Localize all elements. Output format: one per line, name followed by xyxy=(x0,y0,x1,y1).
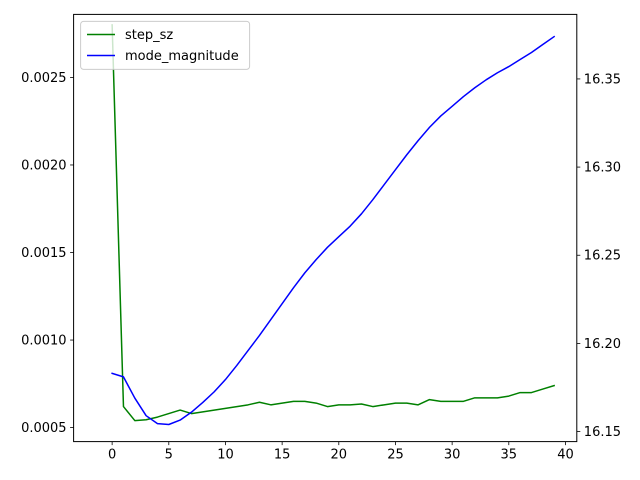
y-left-tick-label: 0.0010 xyxy=(21,334,67,349)
series-layer xyxy=(111,24,556,426)
series-line-step-sz xyxy=(111,24,556,422)
plot-area xyxy=(73,14,577,442)
y-right-tick-label: 16.15 xyxy=(584,425,621,440)
y-axis-left: 0.0005 0.0010 0.0015 0.0020 0.0025 xyxy=(21,71,74,436)
x-axis: 0 5 10 15 20 25 30 35 40 xyxy=(108,441,574,463)
y-right-tick-label: 16.35 xyxy=(584,72,621,87)
x-tick-label: 25 xyxy=(387,448,404,463)
x-tick-label: 20 xyxy=(331,448,348,463)
plot-frame xyxy=(73,13,578,443)
x-tick-label: 40 xyxy=(557,448,574,463)
legend-label-mode-magnitude: mode_magnitude xyxy=(125,49,239,64)
y-left-tick-label: 0.0005 xyxy=(21,421,67,436)
series-line-mode-magnitude xyxy=(111,35,556,426)
y-left-tick-label: 0.0025 xyxy=(21,71,67,86)
legend-box xyxy=(80,20,251,70)
y-right-tick-label: 16.25 xyxy=(584,249,621,264)
y-right-tick-label: 16.20 xyxy=(584,337,621,352)
y-left-tick-label: 0.0020 xyxy=(21,158,67,173)
x-tick-label: 30 xyxy=(444,448,461,463)
legend: step_sz mode_magnitude xyxy=(80,20,251,70)
y-axis-right: 16.15 16.20 16.25 16.30 16.35 xyxy=(576,72,621,440)
x-tick-label: 5 xyxy=(165,448,173,463)
y-left-tick-label: 0.0015 xyxy=(21,246,67,261)
x-tick-label: 0 xyxy=(108,448,116,463)
legend-label-step-sz: step_sz xyxy=(125,28,173,43)
y-right-tick-label: 16.30 xyxy=(584,161,621,176)
x-tick-label: 35 xyxy=(501,448,518,463)
x-tick-label: 10 xyxy=(217,448,234,463)
x-tick-label: 15 xyxy=(274,448,291,463)
